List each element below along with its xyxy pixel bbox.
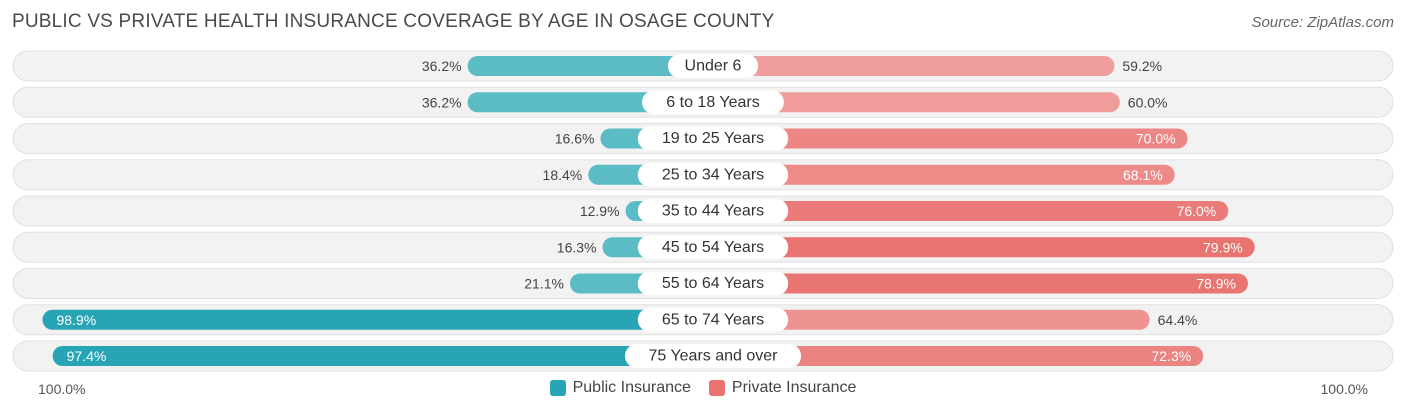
legend-item-public[interactable]: Public Insurance [549,379,691,397]
private-bar-19-to-25-years [713,128,1188,149]
private-value-label-25-to-34-years: 68.1% [1123,167,1163,183]
category-label-6-to-18-years: 6 to 18 Years [666,94,759,111]
category-label-75-years-and-over: 75 Years and over [649,348,779,365]
category-label-65-to-74-years: 65 to 74 Years [662,311,764,328]
private-value-label-under-6: 59.2% [1122,58,1162,74]
public-value-label-25-to-34-years: 18.4% [543,167,583,183]
category-label-under-6: Under 6 [685,58,742,75]
public-value-label-75-years-and-over: 97.4% [67,348,107,364]
category-pill-6-to-18-years [642,90,784,115]
public-bar-under-6 [467,56,713,76]
category-pill-75-years-and-over [624,344,802,368]
category-label-25-to-34-years: 25 to 34 Years [662,166,764,183]
private-bar-65-to-74-years [713,309,1150,330]
private-bar-6-to-18-years [713,92,1120,113]
category-pill-45-to-54-years [637,235,789,260]
private-value-label-45-to-54-years: 79.9% [1203,239,1243,255]
public-value-label-35-to-44-years: 12.9% [580,203,620,219]
category-label-19-to-25-years: 19 to 25 Years [662,130,764,147]
public-value-label-45-to-54-years: 16.3% [557,239,597,255]
public-value-label-65-to-74-years: 98.9% [56,312,96,328]
private-value-label-6-to-18-years: 60.0% [1128,94,1168,110]
category-pill-19-to-25-years [637,126,789,151]
private-bar-55-to-64-years [713,273,1248,294]
public-value-label-6-to-18-years: 36.2% [422,94,462,110]
category-pill-25-to-34-years [637,162,789,187]
public-bar-75-years-and-over [52,346,714,366]
legend-label-public: Public Insurance [572,379,691,396]
private-value-label-55-to-64-years: 78.9% [1196,276,1236,292]
public-value-label-under-6: 36.2% [422,58,462,74]
legend-item-private[interactable]: Private Insurance [708,379,857,397]
private-bar-under-6 [713,56,1115,76]
category-label-35-to-44-years: 35 to 44 Years [662,203,764,220]
category-label-55-to-64-years: 55 to 64 Years [662,275,764,292]
category-pill-65-to-74-years [637,307,789,332]
private-bar-75-years-and-over [713,346,1204,366]
public-value-label-19-to-25-years: 16.6% [555,131,595,147]
private-bar-35-to-44-years [713,201,1229,221]
public-bar-65-to-74-years [42,309,713,330]
axis-right-label: 100.0% [1320,381,1368,397]
legend-swatch-private [708,380,725,396]
category-pill-under-6 [667,54,759,78]
category-label-45-to-54-years: 45 to 54 Years [662,239,764,256]
private-value-label-19-to-25-years: 70.0% [1136,131,1176,147]
private-value-label-75-years-and-over: 72.3% [1151,348,1191,364]
public-value-label-55-to-64-years: 21.1% [524,276,564,292]
diverging-bar-chart: 36.2% 59.2% Under 6 36.2% 60.0% 6 to 18 Years… [12,50,1394,372]
legend: Public Insurance Private Insurance [0,379,1406,397]
category-pill-55-to-64-years [637,271,789,296]
private-value-label-35-to-44-years: 76.0% [1177,203,1217,219]
legend-swatch-public [549,380,566,396]
chart-title: PUBLIC VS PRIVATE HEALTH INSURANCE COVER… [12,11,775,32]
legend-label-private: Private Insurance [731,379,857,396]
category-pill-35-to-44-years [637,199,789,223]
private-bar-25-to-34-years [713,164,1175,185]
private-bar-45-to-54-years [713,237,1255,258]
private-value-label-65-to-74-years: 64.4% [1158,312,1198,328]
source-note: Source: ZipAtlas.com [1251,14,1394,31]
axis-left-label: 100.0% [38,381,86,397]
